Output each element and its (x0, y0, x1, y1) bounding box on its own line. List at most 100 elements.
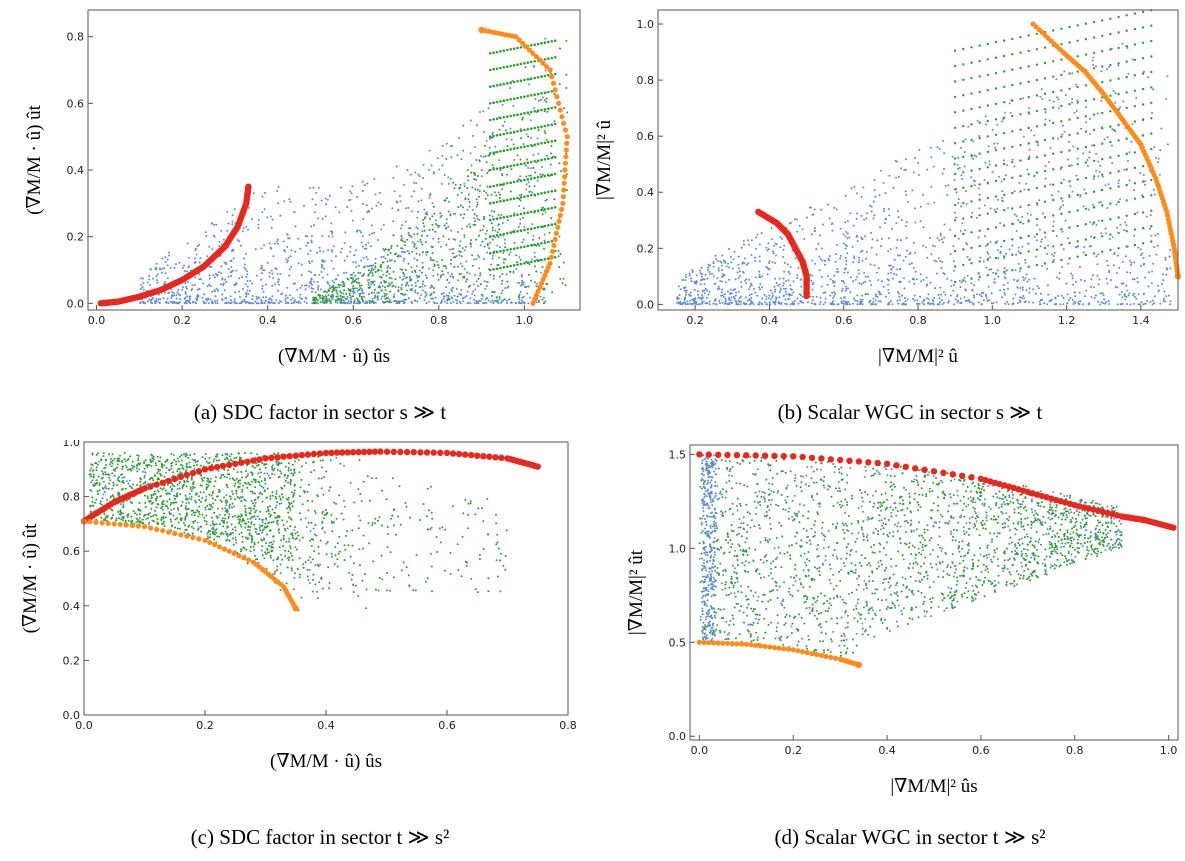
data-point (283, 250, 286, 253)
data-point (892, 266, 895, 268)
data-point (294, 282, 297, 285)
data-point (275, 240, 278, 243)
data-point (925, 284, 928, 287)
data-point (376, 292, 379, 294)
data-point (831, 291, 834, 294)
data-point (260, 278, 263, 281)
data-point (315, 534, 318, 537)
data-point (384, 289, 387, 291)
data-point (533, 143, 536, 146)
data-point (543, 141, 547, 144)
data-point (1133, 182, 1137, 185)
data-point (442, 292, 445, 295)
data-point (1027, 126, 1030, 130)
data-point (207, 297, 210, 300)
data-point (309, 539, 312, 542)
data-point (1025, 273, 1028, 276)
data-point (844, 289, 847, 292)
data-point (896, 160, 898, 163)
data-point (519, 222, 522, 225)
data-point (516, 96, 519, 100)
data-point (540, 225, 543, 228)
data-point (422, 266, 424, 268)
data-point (1092, 20, 1096, 24)
data-point (545, 154, 548, 157)
data-point (509, 87, 512, 90)
data-point (540, 42, 543, 45)
data-point (468, 205, 471, 208)
data-point (1090, 235, 1093, 238)
data-point (868, 301, 871, 304)
data-point (953, 80, 957, 83)
data-point (525, 164, 527, 167)
data-point (683, 287, 686, 290)
data-point (895, 176, 898, 179)
data-point (876, 239, 879, 242)
data-point (1141, 242, 1145, 245)
data-point (713, 282, 716, 285)
data-point (175, 294, 178, 297)
data-point (397, 289, 400, 292)
data-point (102, 493, 105, 496)
data-point (442, 273, 444, 276)
data-point (519, 162, 523, 166)
data-point (1043, 154, 1047, 157)
data-point (208, 277, 211, 280)
data-point (251, 218, 253, 221)
data-point (1060, 197, 1063, 200)
data-point (1119, 303, 1122, 306)
data-point (785, 303, 788, 306)
data-point (949, 253, 952, 256)
data-point (1076, 101, 1079, 104)
data-point (362, 257, 365, 259)
data-point (323, 300, 326, 303)
data-point (953, 234, 957, 237)
data-point (1059, 303, 1062, 306)
data-point (154, 266, 157, 269)
data-point (736, 271, 739, 274)
data-point (178, 261, 181, 264)
data-point (220, 229, 223, 232)
data-point (488, 52, 492, 55)
data-point (176, 291, 179, 294)
data-point (845, 285, 847, 288)
data-point (474, 288, 477, 291)
data-point (1090, 278, 1093, 281)
data-point (724, 300, 727, 303)
data-point (1105, 300, 1108, 303)
data-point (1127, 160, 1129, 162)
data-point (1036, 144, 1039, 147)
data-point (320, 199, 323, 202)
data-point (519, 146, 523, 149)
data-point (378, 275, 381, 278)
data-point (715, 258, 718, 260)
data-point (176, 483, 179, 486)
data-point (1088, 156, 1091, 159)
data-point (317, 294, 320, 297)
data-point (1105, 277, 1108, 280)
data-point (797, 302, 800, 305)
data-point (1139, 248, 1142, 251)
data-point (560, 170, 563, 173)
data-point (355, 302, 358, 305)
data-point (284, 299, 287, 302)
data-point (732, 295, 735, 298)
data-point (165, 301, 167, 304)
data-point (1101, 175, 1104, 178)
data-point (681, 279, 684, 281)
data-point (793, 303, 796, 305)
data-point (395, 252, 398, 255)
data-point (905, 221, 908, 224)
data-point (495, 250, 499, 254)
data-point (1092, 98, 1096, 101)
data-point (286, 259, 289, 262)
data-point (409, 173, 412, 176)
data-point (694, 297, 697, 300)
data-point (889, 248, 892, 251)
data-point (986, 196, 989, 200)
data-point (1118, 293, 1121, 296)
data-point (528, 190, 531, 193)
data-point (507, 285, 510, 288)
data-point (857, 269, 860, 272)
data-point (199, 257, 202, 260)
